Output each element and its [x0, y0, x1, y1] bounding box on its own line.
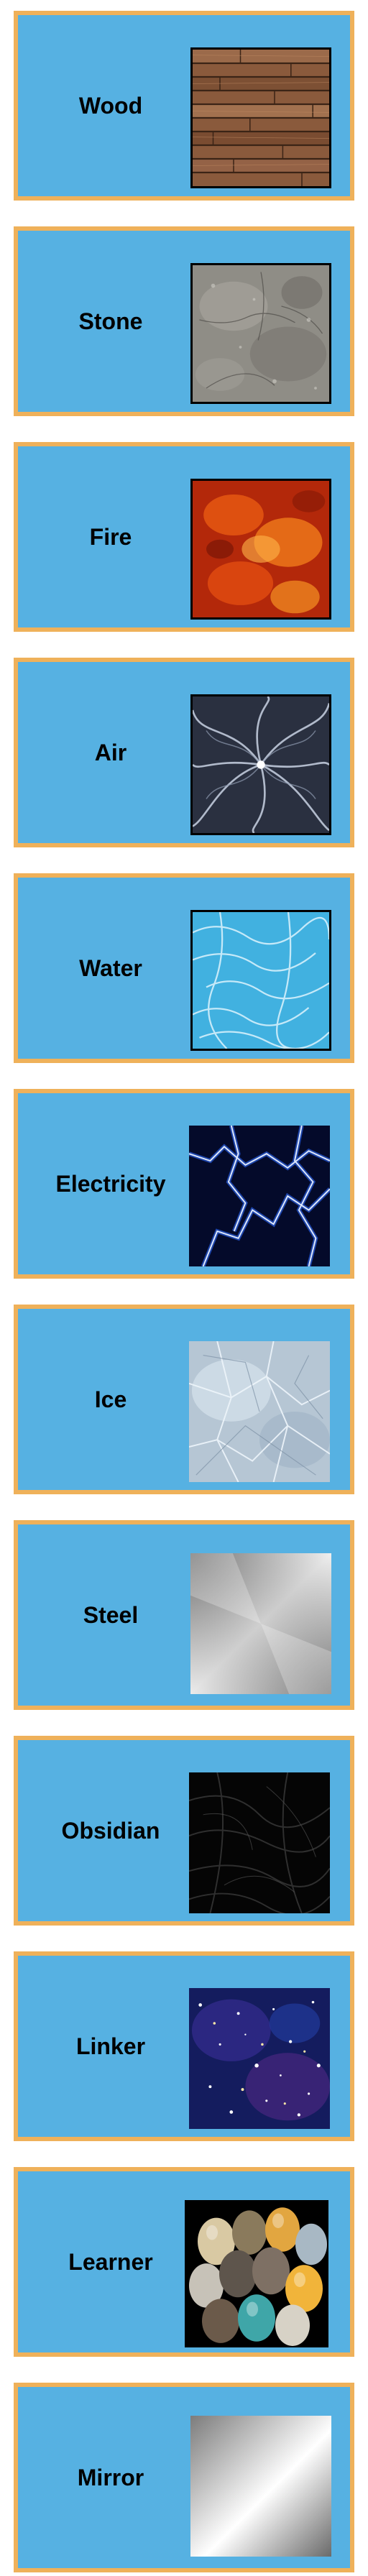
- card-label: Obsidian: [61, 1817, 160, 1844]
- card-stone[interactable]: Stone: [14, 226, 354, 416]
- card-label: Air: [94, 739, 127, 765]
- fire-texture-icon: [190, 479, 331, 620]
- card-label: Water: [79, 954, 142, 981]
- card-obsidian[interactable]: Obsidian: [14, 1736, 354, 1926]
- card-wood[interactable]: Wood: [14, 11, 354, 201]
- card-label: Learner: [68, 2248, 153, 2275]
- card-label: Wood: [78, 92, 143, 119]
- card-electricity[interactable]: Electricity: [14, 1089, 354, 1279]
- card-label: Mirror: [77, 2464, 144, 2490]
- obsidian-texture-icon: [189, 1772, 330, 1913]
- card-fire[interactable]: Fire: [14, 442, 354, 632]
- mirror-texture-icon: [190, 2416, 331, 2557]
- card-steel[interactable]: Steel: [14, 1520, 354, 1710]
- starfield-texture-icon: [189, 1988, 330, 2129]
- card-ice[interactable]: Ice: [14, 1305, 354, 1494]
- card-label: Fire: [89, 523, 132, 550]
- ice-texture-icon: [189, 1341, 330, 1482]
- electricity-texture-icon: [189, 1126, 330, 1266]
- card-label: Steel: [83, 1601, 139, 1628]
- card-label: Ice: [94, 1386, 127, 1412]
- water-texture-icon: [190, 910, 331, 1051]
- card-label: Linker: [75, 2033, 146, 2059]
- card-air[interactable]: Air: [14, 658, 354, 847]
- card-mirror[interactable]: Mirror: [14, 2383, 354, 2572]
- wood-texture-icon: [190, 47, 331, 188]
- card-water[interactable]: Water: [14, 873, 354, 1063]
- stone-texture-icon: [190, 263, 331, 404]
- card-label: Electricity: [55, 1170, 166, 1197]
- air-swirl-texture-icon: [190, 694, 331, 835]
- card-learner[interactable]: Learner: [14, 2167, 354, 2357]
- steel-texture-icon: [190, 1553, 331, 1694]
- eggs-texture-icon: [185, 2200, 328, 2347]
- card-linker[interactable]: Linker: [14, 1951, 354, 2141]
- card-label: Stone: [78, 308, 143, 334]
